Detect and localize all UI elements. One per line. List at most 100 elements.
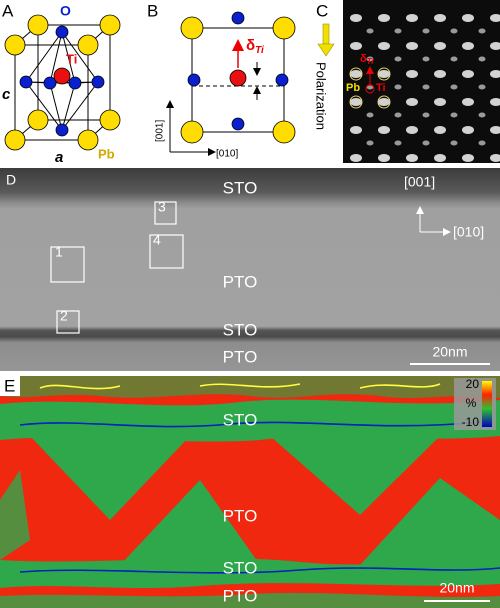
axis-label: [001]: [404, 174, 435, 190]
atom-column: [434, 42, 446, 50]
atom-column: [350, 98, 362, 106]
atom-column: [450, 112, 458, 118]
scale-bar-label: 20nm: [439, 580, 474, 596]
layer-label: PTO: [223, 586, 258, 605]
atom-column: [490, 154, 500, 162]
atom-column: [378, 14, 390, 22]
atoms-a: [4, 14, 121, 151]
strain-features: [0, 376, 500, 608]
atom-column: [478, 112, 486, 118]
displacement-label: δTi: [360, 53, 374, 66]
haadf-image: [343, 0, 500, 163]
polarization-label: Polarization: [314, 62, 329, 130]
atom-column: [422, 84, 430, 90]
atom-column: [378, 42, 390, 50]
atom-column: [462, 42, 474, 50]
axis-label: a: [55, 149, 63, 166]
atom-column: [434, 14, 446, 22]
atom-column: [406, 154, 418, 162]
atom-label: Pb: [98, 146, 115, 161]
colorbar-max: 20: [466, 377, 480, 391]
atom-column: [378, 98, 390, 106]
colorbar-unit: %: [466, 396, 477, 410]
box-label: 3: [158, 199, 166, 215]
atom-column: [406, 126, 418, 134]
atom-column: [406, 98, 418, 106]
panel-label: E: [4, 376, 15, 395]
axis-label: [001]: [155, 120, 166, 142]
atom-column: [378, 126, 390, 134]
atom-label: Pb: [346, 82, 360, 94]
atom-column: [422, 140, 430, 146]
panel-label: B: [147, 1, 158, 20]
atom-column: [462, 98, 474, 106]
atom-column: [478, 56, 486, 62]
atom-column: [422, 112, 430, 118]
atom-column: [366, 56, 374, 62]
atom-label: Ti: [376, 82, 386, 94]
panel-label: C: [316, 1, 328, 20]
panel-label: D: [6, 172, 16, 188]
symbol: δ: [246, 37, 255, 54]
atom-column: [434, 126, 446, 134]
scale-bar-label: 20nm: [432, 344, 467, 360]
atom-column: [478, 84, 486, 90]
atom-column: [406, 70, 418, 78]
polarization-arrow: [317, 23, 335, 57]
atom-columns: [350, 14, 500, 174]
atom-column: [434, 70, 446, 78]
subscript: Ti: [367, 57, 375, 66]
strain-lines: [19, 383, 500, 574]
axis-label: [010]: [453, 224, 484, 240]
atom-column: [366, 28, 374, 34]
atom-label: O: [60, 3, 71, 19]
box-label: 1: [55, 244, 63, 260]
atom-column: [490, 42, 500, 50]
box-label: 2: [60, 308, 68, 324]
atom-column: [478, 140, 486, 146]
region-boxes: [50, 201, 184, 334]
atom-column: [406, 42, 418, 50]
symbol: δ: [360, 53, 367, 65]
atom-column: [462, 126, 474, 134]
atom-column: [434, 98, 446, 106]
atom-column: [490, 70, 500, 78]
atom-column: [490, 98, 500, 106]
atom-column: [394, 140, 402, 146]
atom-column: [394, 112, 402, 118]
layer-label: STO: [223, 320, 258, 339]
atom-column: [434, 154, 446, 162]
colorbar: [482, 381, 492, 427]
layer-label: PTO: [223, 347, 258, 366]
atom-column: [350, 126, 362, 134]
atom-column: [378, 154, 390, 162]
atom-column: [350, 70, 362, 78]
panel-label: A: [2, 1, 14, 20]
atom-column: [450, 28, 458, 34]
atom-column: [462, 14, 474, 22]
box-label: 4: [153, 232, 161, 248]
atom-column: [422, 56, 430, 62]
atom-column: [366, 112, 374, 118]
orientation-axes: [416, 206, 451, 236]
atom-column: [350, 42, 362, 50]
atom-column: [490, 126, 500, 134]
atom-column: [450, 140, 458, 146]
colorbar-min: -10: [462, 415, 480, 429]
layer-label: STO: [223, 558, 258, 577]
unit-cell-b: [166, 11, 296, 156]
atom-column: [450, 56, 458, 62]
atom-column: [378, 70, 390, 78]
atom-column: [422, 28, 430, 34]
atom-column: [478, 28, 486, 34]
atom-column: [406, 14, 418, 22]
atom-column: [394, 56, 402, 62]
atom-column: [350, 154, 362, 162]
atom-column: [462, 70, 474, 78]
atom-column: [394, 84, 402, 90]
subscript: Ti: [255, 45, 264, 56]
displacement-label: δTi: [246, 37, 264, 56]
atom-label: Ti: [66, 51, 77, 66]
layer-label: PTO: [223, 506, 258, 525]
atom-column: [394, 28, 402, 34]
